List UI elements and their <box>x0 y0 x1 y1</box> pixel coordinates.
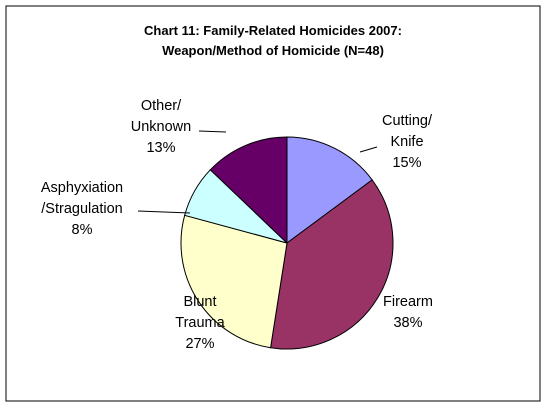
slice-name: Firearm <box>383 294 433 310</box>
slice-label: Asphyxiation/Stragulation 8% <box>41 180 123 238</box>
slice-percent: 38% <box>393 315 422 331</box>
leader-line <box>359 146 378 153</box>
slice-label: Cutting/Knife 15% <box>382 113 433 171</box>
slice-name: Knife <box>390 134 423 150</box>
slice-label: Firearm 38% <box>383 294 433 331</box>
slice-percent: 8% <box>72 222 93 238</box>
slice-name: Other/ <box>141 98 182 114</box>
pie-slice <box>270 179 394 350</box>
slice-labels: Cutting/Knife 15% Firearm 38% Blunt Trauma 27%… <box>41 98 433 352</box>
slice-percent: 13% <box>146 140 175 156</box>
slice-label: Blunt Trauma 27% <box>175 294 225 352</box>
leader-lines <box>137 130 378 214</box>
slice-percent: 27% <box>185 336 214 352</box>
slice-label: Other/Unknown 13% <box>131 98 191 156</box>
slice-name: Unknown <box>131 119 191 135</box>
slice-name: Asphyxiation <box>41 180 123 196</box>
slice-name: Blunt <box>183 294 216 310</box>
slice-name: Trauma <box>175 315 225 331</box>
slice-name: Cutting/ <box>382 113 433 129</box>
slice-percent: 15% <box>392 155 421 171</box>
slice-name: /Stragulation <box>41 201 122 217</box>
pie-slice <box>286 136 373 244</box>
pie-slices <box>180 136 394 350</box>
chart-title-line-2: Weapon/Method of Homicide (N=48) <box>162 43 384 58</box>
leader-line <box>198 130 227 133</box>
leader-line <box>137 210 191 214</box>
pie-slice <box>180 214 288 349</box>
chart-title-line-1: Chart 11: Family-Related Homicides 2007: <box>144 23 402 38</box>
pie-slice <box>209 136 288 245</box>
